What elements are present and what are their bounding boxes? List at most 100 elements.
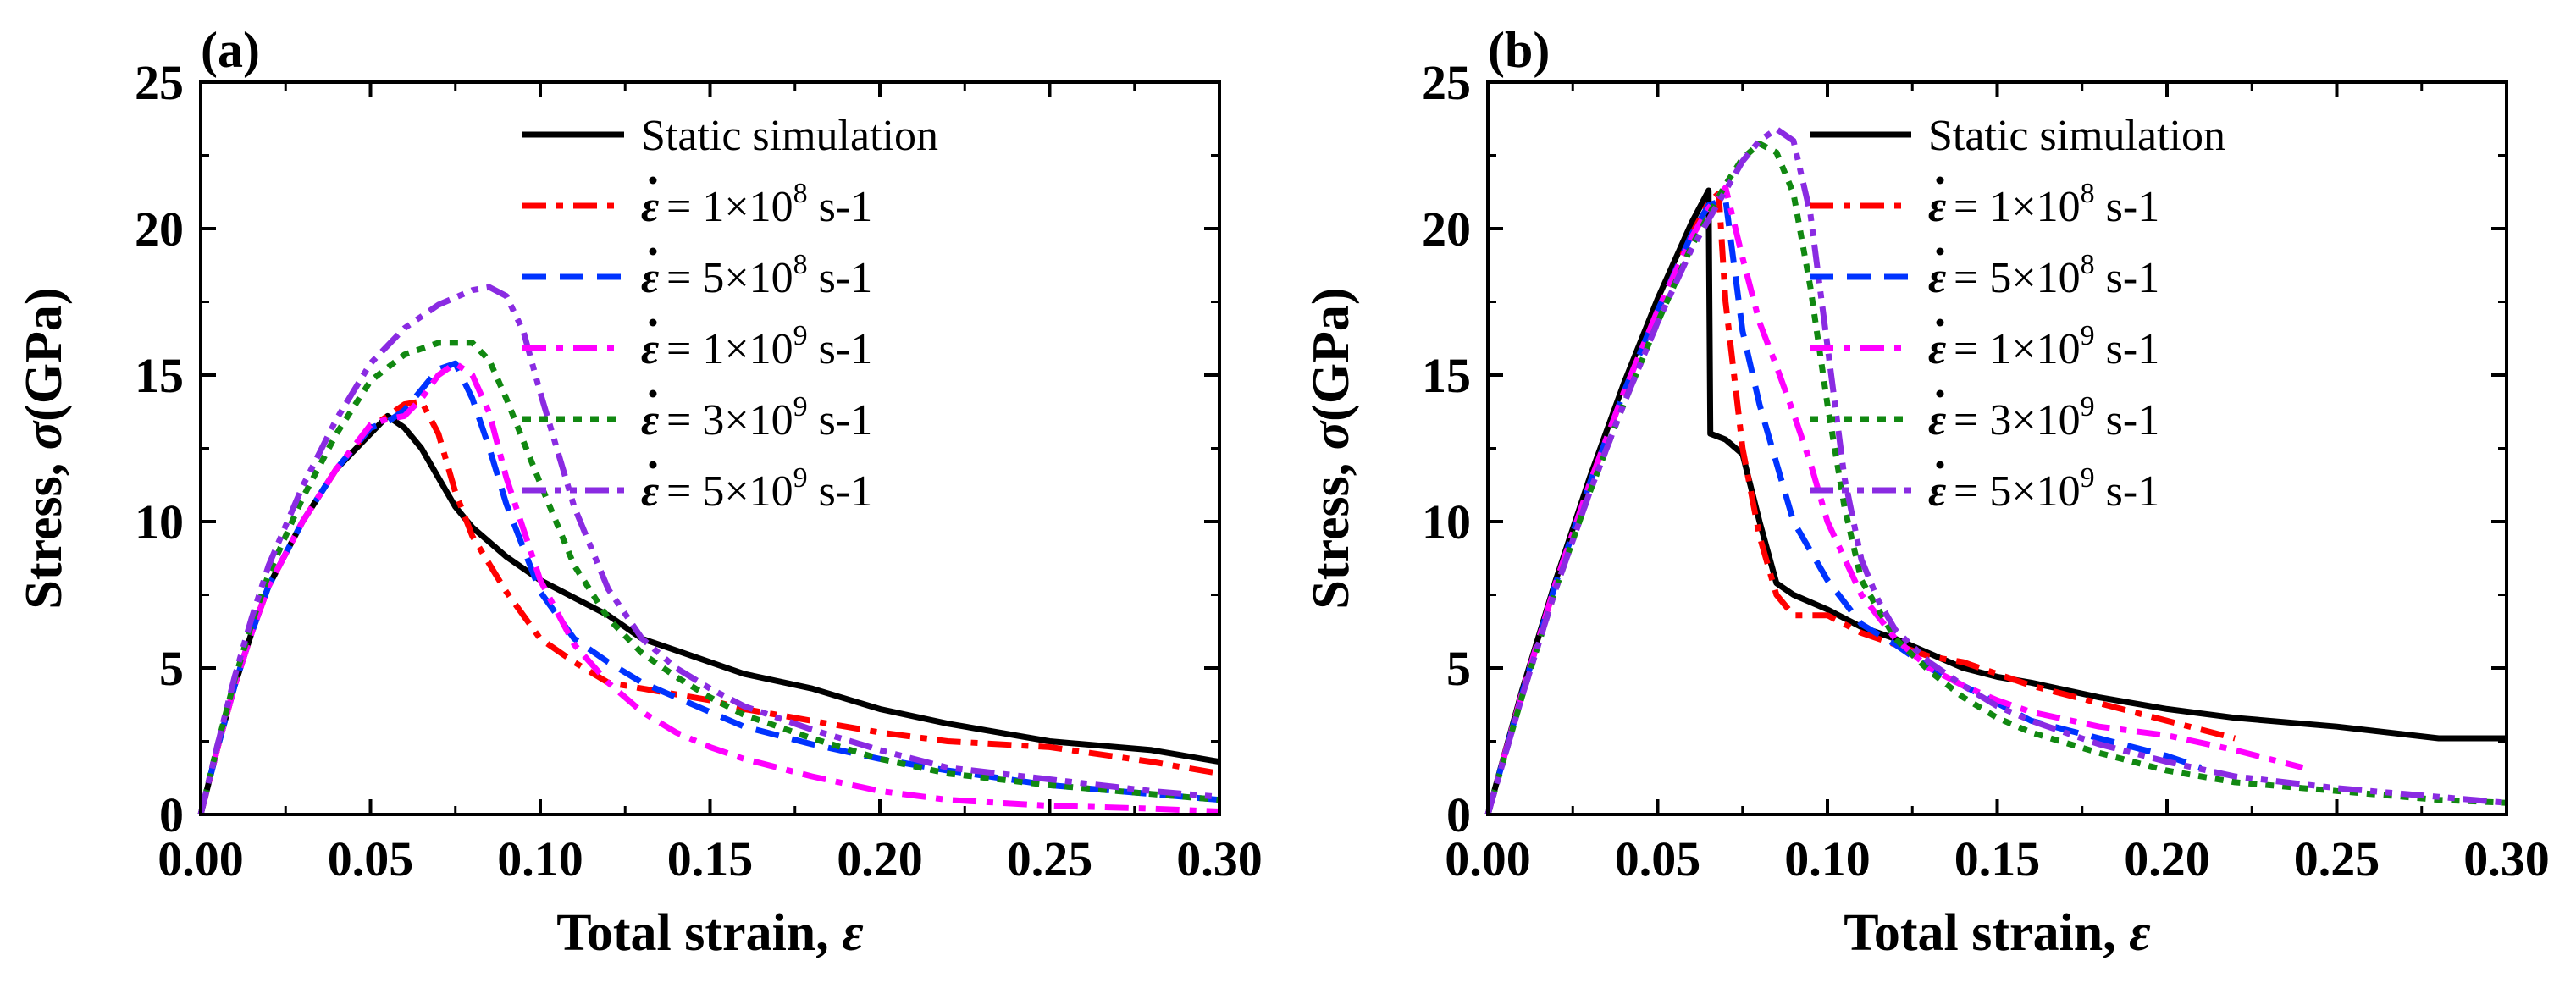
legend-label: = 5×108 s-1 [666, 249, 872, 302]
x-tick-label: 0.10 [1784, 831, 1871, 886]
y-tick-label: 15 [1422, 348, 1471, 403]
legend-rate-dot [1936, 461, 1944, 469]
y-tick-label: 0 [1446, 787, 1471, 842]
y-tick-label: 25 [1422, 55, 1471, 110]
legend-label-text: = 1×10 [1954, 325, 2081, 373]
y-tick-label: 10 [135, 494, 184, 549]
legend-label-exponent: 8 [793, 178, 808, 209]
series-line-1 [1484, 187, 2507, 815]
legend-epsilon-symbol: ε [641, 467, 659, 516]
legend-label-exponent: 8 [2081, 178, 2095, 209]
legend-label-unit: s-1 [2095, 183, 2160, 231]
legend-label-exponent: 9 [793, 391, 808, 422]
x-axis-title-text: Total strain, [556, 904, 842, 962]
legend-rate-dot [1936, 318, 1944, 327]
y-tick-label: 15 [135, 348, 184, 403]
legend-rate-dot [1936, 176, 1944, 185]
x-tick-label: 0.25 [2294, 831, 2380, 886]
x-tick-label: 0.30 [1176, 831, 1263, 886]
legend-label: = 1×109 s-1 [1954, 320, 2159, 373]
legend-label: = 1×109 s-1 [666, 320, 872, 373]
legend-label-unit: s-1 [808, 467, 873, 516]
legend-label-unit: s-1 [808, 396, 873, 445]
series-line-2 [197, 398, 1220, 815]
legend-label: Static simulation [641, 112, 938, 160]
legend-epsilon-symbol: ε [1928, 183, 1946, 231]
series-line-6 [1484, 125, 2507, 815]
series-line-3 [197, 360, 1220, 815]
y-axis-title-symbol: σ [15, 420, 73, 450]
legend-label-text: = 5×10 [1954, 254, 2081, 302]
y-tick-label: 20 [1422, 202, 1471, 257]
y-axis-title-unit: (GPa) [1302, 287, 1360, 421]
panel-label: (b) [1488, 22, 1550, 78]
legend-epsilon-symbol: ε [1928, 467, 1946, 516]
x-axis-title-text: Total strain, [1844, 904, 2129, 962]
legend-label-unit: s-1 [808, 183, 873, 231]
legend-label-unit: s-1 [808, 254, 873, 302]
x-tick-label: 0.20 [837, 831, 923, 886]
legend-label-text: = 5×10 [666, 467, 793, 516]
x-tick-label: 0.25 [1007, 831, 1093, 886]
y-axis-title-symbol: σ [1302, 420, 1360, 450]
legend-rate-dot [649, 389, 657, 398]
legend-rate-dot [1936, 247, 1944, 256]
legend-label: = 5×108 s-1 [1954, 249, 2159, 302]
y-axis-title: Stress, σ(GPa) [1302, 287, 1360, 609]
legend-label: Static simulation [1928, 112, 2225, 160]
panel-label: (a) [201, 22, 260, 78]
legend-label: = 3×109 s-1 [1954, 391, 2159, 445]
legend-label-exponent: 9 [793, 462, 808, 494]
y-tick-label: 10 [1422, 494, 1471, 549]
legend-label-unit: s-1 [808, 325, 873, 373]
x-tick-label: 0.30 [2463, 831, 2550, 886]
legend-label-text: = 3×10 [666, 396, 793, 445]
legend-label-exponent: 9 [793, 320, 808, 351]
legend-epsilon-symbol: ε [641, 183, 659, 231]
legend-rate-dot [649, 318, 657, 327]
legend-label: = 5×109 s-1 [1954, 462, 2159, 516]
x-tick-label: 0.05 [328, 831, 414, 886]
legend-rate-dot [649, 176, 657, 185]
legend-label-exponent: 8 [2081, 249, 2095, 280]
panel-b: 0.00 0.05 0.10 0.15 0.20 0.25 0.30 0 5 10 15 20 25 (b… [1302, 22, 2550, 962]
x-axis-title-symbol: ε [842, 904, 863, 962]
legend-label-text: = 3×10 [1954, 396, 2081, 445]
legend-epsilon-symbol: ε [1928, 325, 1946, 373]
x-tick-label: 0.15 [1954, 831, 2041, 886]
legend-rate-dot [649, 247, 657, 256]
series-line-6 [197, 284, 1220, 815]
y-axis-title: Stress, σ(GPa) [15, 287, 73, 609]
legend-label-text: = 1×10 [1954, 183, 2081, 231]
legend-rate-dot [1936, 389, 1944, 398]
series-line-5 [197, 340, 1220, 815]
legend-label: = 1×108 s-1 [666, 178, 872, 231]
legend-label-text: = 1×10 [666, 183, 793, 231]
legend-epsilon-symbol: ε [1928, 396, 1946, 445]
legend-label: = 3×109 s-1 [666, 391, 872, 445]
x-tick-label: 0.00 [1445, 831, 1531, 886]
x-axis-title: Total strain, ε [1844, 904, 2150, 962]
legend-label-exponent: 9 [2081, 462, 2095, 494]
legend-label-text: = 1×10 [666, 325, 793, 373]
x-tick-label: 0.10 [497, 831, 583, 886]
x-tick-label: 0.00 [158, 831, 244, 886]
x-tick-label: 0.20 [2124, 831, 2210, 886]
y-tick-label: 0 [159, 787, 184, 842]
x-axis-title-symbol: ε [2129, 904, 2150, 962]
legend-label: = 1×108 s-1 [1954, 178, 2159, 231]
legend-label-unit: s-1 [2095, 254, 2160, 302]
legend-label-exponent: 9 [2081, 320, 2095, 351]
x-tick-label: 0.15 [667, 831, 754, 886]
legend-epsilon-symbol: ε [641, 396, 659, 445]
legend-epsilon-symbol: ε [641, 254, 659, 302]
legend-label-unit: s-1 [2095, 396, 2160, 445]
legend-label-exponent: 9 [2081, 391, 2095, 422]
y-axis-title-unit: (GPa) [15, 287, 73, 421]
legend-label-exponent: 8 [793, 249, 808, 280]
legend-label-text: = 5×10 [1954, 467, 2081, 516]
legend-epsilon-symbol: ε [641, 325, 659, 373]
